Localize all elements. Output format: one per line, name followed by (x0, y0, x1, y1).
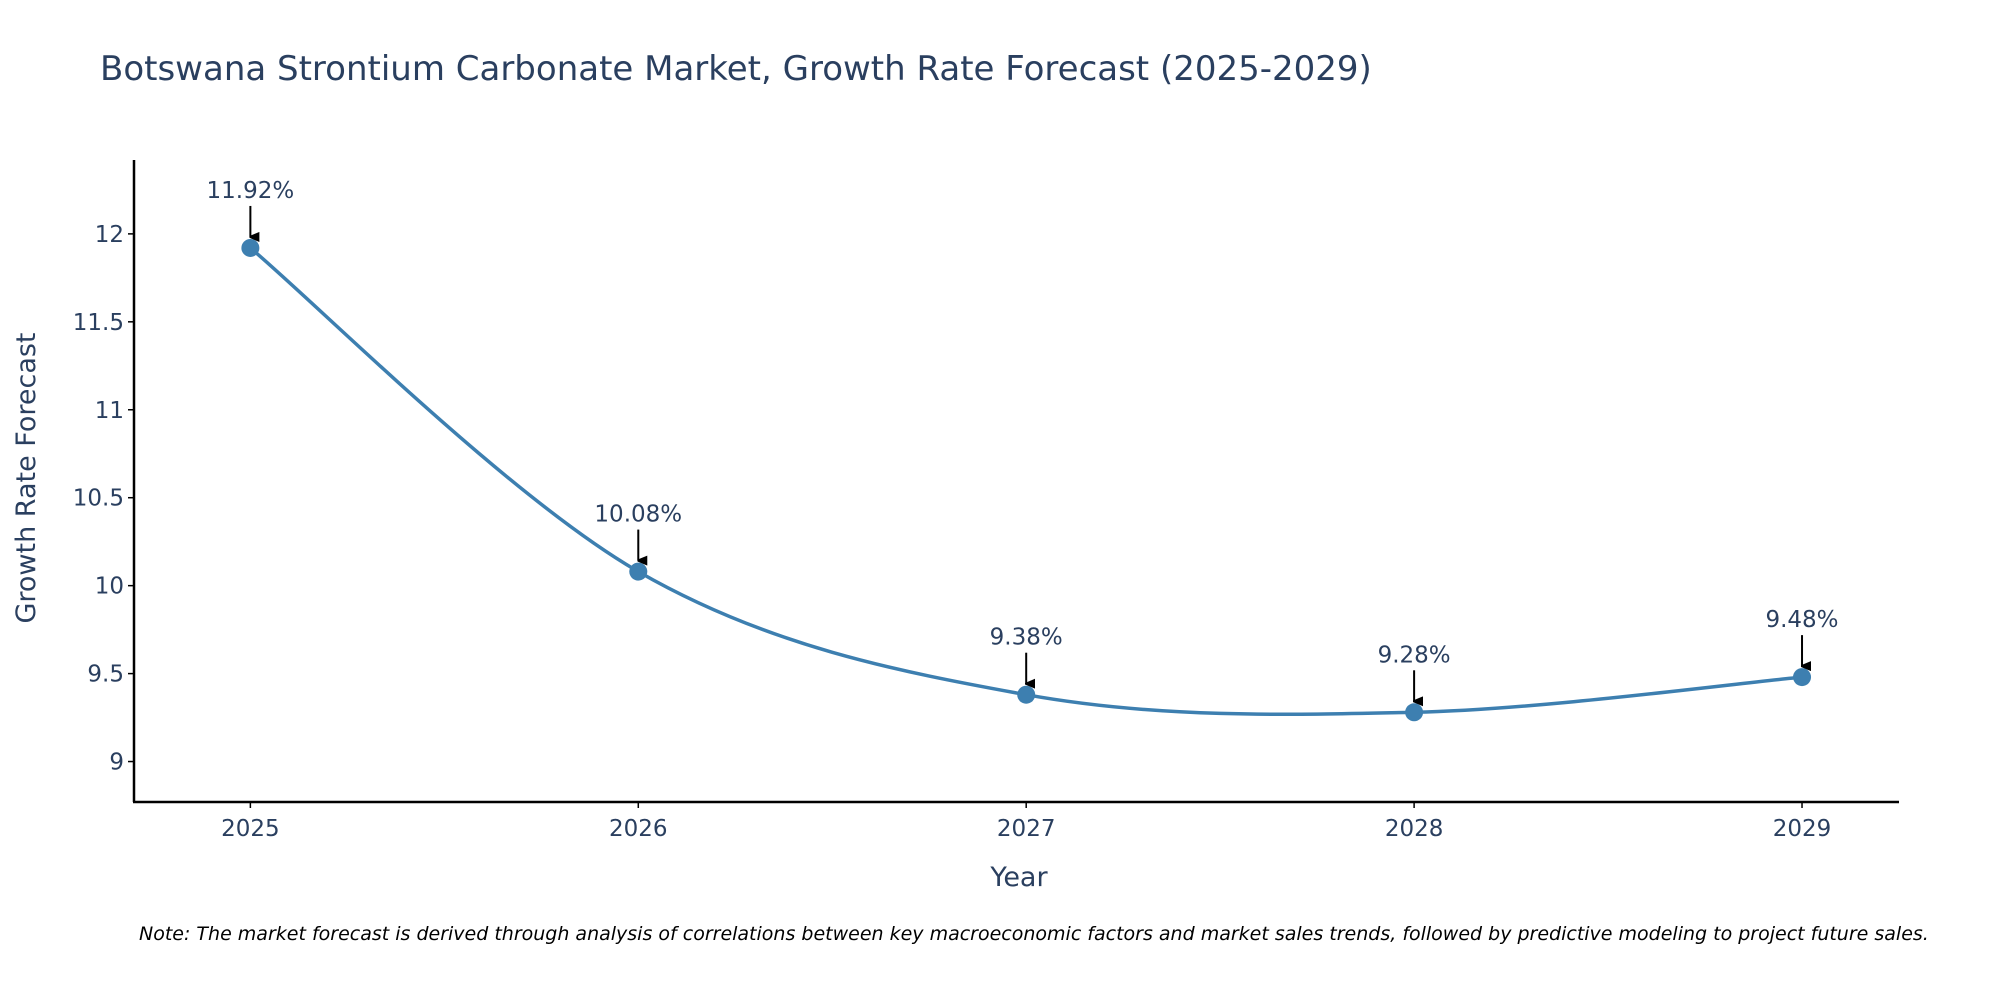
data-label: 9.38% (990, 625, 1063, 651)
y-tick-label: 10 (95, 574, 124, 600)
forecast-note: Note: The market forecast is derived thr… (139, 923, 1929, 945)
y-tick-label: 11 (95, 398, 124, 424)
data-point (241, 238, 260, 257)
y-axis-title: Growth Rate Forecast (11, 332, 42, 623)
data-point (1405, 703, 1424, 722)
x-axis-title: Year (989, 862, 1048, 893)
data-label: 9.28% (1378, 642, 1451, 668)
data-point (1017, 685, 1036, 704)
x-tick-label: 2027 (997, 816, 1056, 842)
data-label: 11.92% (207, 178, 295, 204)
data-point (629, 562, 648, 581)
y-tick-label: 12 (95, 222, 124, 248)
data-label: 9.48% (1765, 607, 1838, 633)
data-points (241, 238, 1812, 722)
x-tick-label: 2025 (221, 816, 280, 842)
growth-rate-line (249, 246, 1803, 716)
y-tick-label: 10.5 (73, 486, 124, 512)
x-axis-ticks: 2025 2026 2027 2028 2029 (221, 802, 1831, 842)
x-tick-label: 2029 (1773, 816, 1832, 842)
data-point (1793, 668, 1812, 687)
data-annotations: 11.92% 10.08% 9.38% 9.28% 9.48% (207, 178, 1839, 701)
x-tick-label: 2026 (609, 816, 668, 842)
data-label: 10.08% (594, 502, 682, 528)
y-tick-label: 9.5 (87, 662, 124, 688)
y-tick-label: 9 (109, 750, 124, 776)
x-tick-label: 2028 (1385, 816, 1444, 842)
chart-title: Botswana Strontium Carbonate Market, Gro… (100, 49, 1372, 89)
y-axis-ticks: 9 9.5 10 10.5 11 11.5 12 (73, 222, 134, 776)
y-tick-label: 11.5 (73, 310, 124, 336)
